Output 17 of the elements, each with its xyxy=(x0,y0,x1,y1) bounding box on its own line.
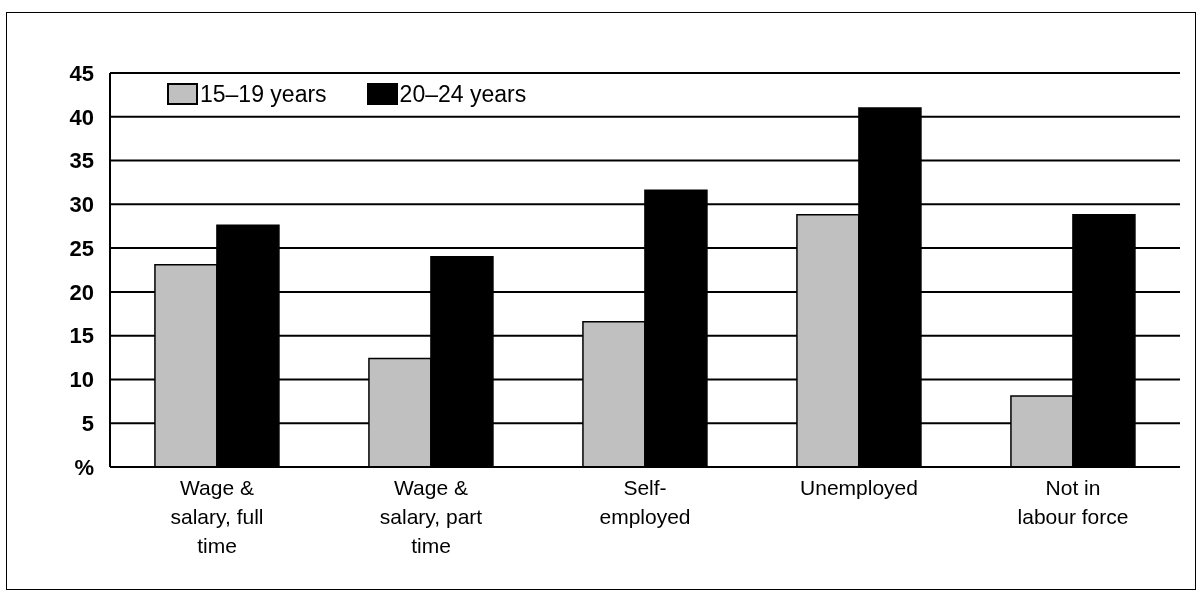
x-tick-label: Unemployed xyxy=(800,476,918,499)
y-tick-label: 35 xyxy=(69,148,94,174)
y-tick-label: 30 xyxy=(69,192,94,218)
y-tick-label: 15 xyxy=(69,323,94,349)
y-tick-label: 10 xyxy=(69,367,94,393)
y-tick-label: 40 xyxy=(69,104,94,130)
x-tick-label: Self-employed xyxy=(599,476,691,528)
x-tick-label: Wage & salary, part time xyxy=(379,476,483,557)
x-tick-label: Wage & salary, full time xyxy=(170,476,264,557)
x-tick-label: Not in labour force xyxy=(1017,476,1129,528)
y-tick-label: % xyxy=(74,454,94,480)
legend-label: 20–24 years xyxy=(399,81,527,107)
y-tick-label: 45 xyxy=(69,60,94,86)
y-tick-label: 5 xyxy=(81,411,94,437)
y-tick-label: 20 xyxy=(69,279,94,305)
y-tick-label: 25 xyxy=(69,235,94,261)
legend-label: 15–19 years xyxy=(200,81,327,107)
